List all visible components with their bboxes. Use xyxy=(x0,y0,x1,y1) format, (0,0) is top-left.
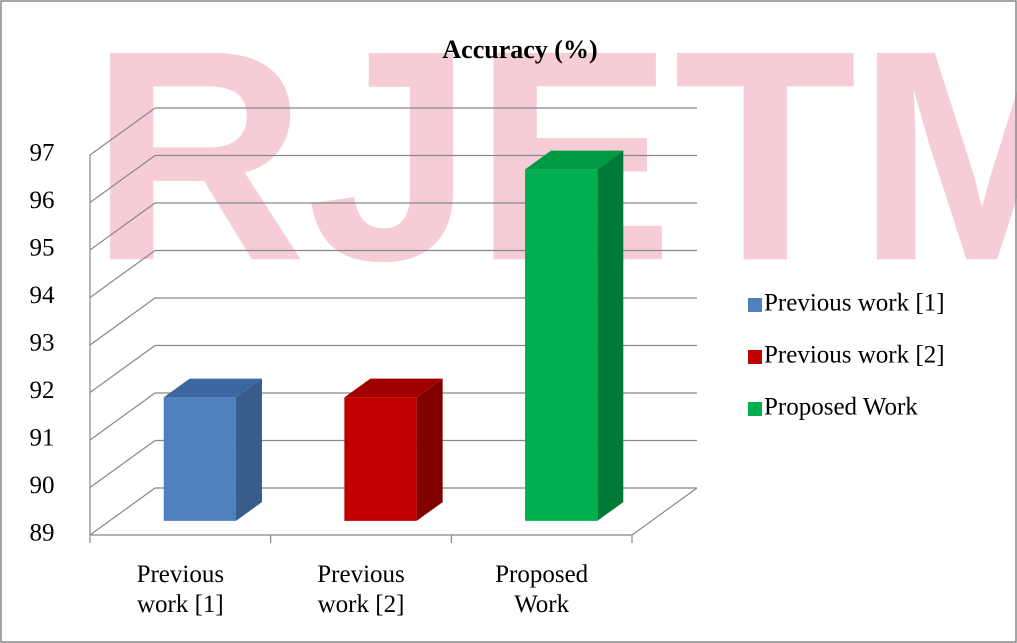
bar-top xyxy=(344,378,443,398)
grid-line xyxy=(89,249,697,298)
bar xyxy=(163,397,236,521)
y-tick-label: 94 xyxy=(30,282,56,309)
chart-title: Accuracy (%) xyxy=(442,35,597,64)
y-tick-label: 90 xyxy=(30,472,55,499)
grid-line xyxy=(89,202,697,251)
legend-swatch xyxy=(748,402,762,416)
bar-side xyxy=(235,378,262,521)
y-tick-label: 91 xyxy=(30,425,55,452)
bar-top xyxy=(163,378,262,398)
x-tick-label: Previous work [1] xyxy=(136,561,225,618)
y-tick-label: 95 xyxy=(30,235,55,262)
grid-line xyxy=(89,154,697,203)
y-tick-label: 92 xyxy=(30,377,55,404)
legend-label: Proposed Work xyxy=(764,394,918,421)
grid-line xyxy=(89,297,697,346)
x-tick-label: Proposed Work xyxy=(495,561,589,618)
legend-label: Previous work [1] xyxy=(764,290,945,317)
x-tick-label: Previous work [2] xyxy=(317,561,405,618)
bar-side xyxy=(416,378,443,521)
bar xyxy=(525,169,598,521)
bar-side xyxy=(597,150,624,521)
y-tick-label: 93 xyxy=(30,330,55,357)
legend-swatch xyxy=(748,298,762,312)
grid-line xyxy=(89,107,697,156)
y-tick-label: 89 xyxy=(30,520,55,547)
bar-top xyxy=(525,150,624,170)
bar xyxy=(344,397,417,521)
y-tick-label: 96 xyxy=(30,187,55,214)
grid-line xyxy=(89,439,697,488)
grid-line xyxy=(89,392,697,441)
grid-line xyxy=(89,487,697,536)
grid-line xyxy=(89,344,697,393)
legend-swatch xyxy=(748,350,762,364)
y-tick-label: 97 xyxy=(30,140,55,167)
legend-label: Previous work [2] xyxy=(764,342,945,369)
